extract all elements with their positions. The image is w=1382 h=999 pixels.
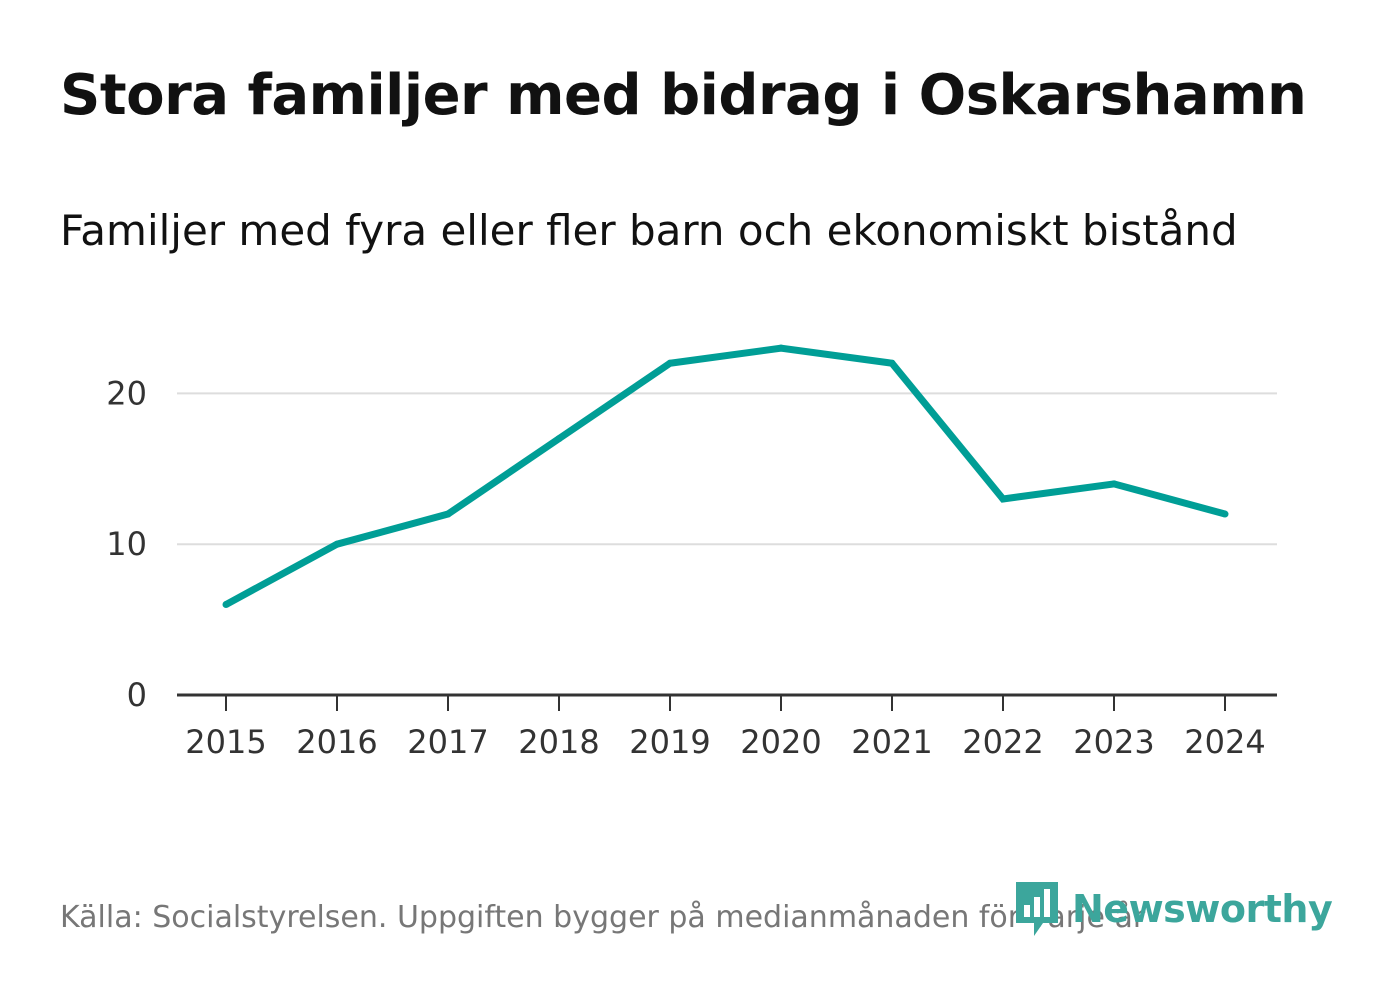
x-axis-ticks bbox=[225, 695, 1226, 711]
data-point-2018 bbox=[555, 435, 563, 443]
data-point-2020 bbox=[777, 344, 785, 352]
x-tick-label-2019: 2019 bbox=[629, 723, 710, 761]
data-point-2021 bbox=[888, 359, 896, 367]
x-tick-label-2017: 2017 bbox=[407, 723, 488, 761]
chart-title: Stora familjer med bidrag i Oskarshamn bbox=[60, 63, 1307, 128]
x-tick-label-2024: 2024 bbox=[1184, 723, 1265, 761]
chart-subtitle: Familjer med fyra eller fler barn och ek… bbox=[60, 206, 1238, 255]
series-line-0 bbox=[224, 344, 1226, 608]
data-point-2017 bbox=[444, 510, 452, 518]
y-tick-label-20: 20 bbox=[106, 374, 147, 412]
data-series bbox=[222, 344, 1229, 609]
x-tick-label-2023: 2023 bbox=[1073, 723, 1154, 761]
data-point-2024 bbox=[1221, 510, 1229, 518]
newsworthy-logo-icon bbox=[1016, 882, 1058, 936]
data-point-2022 bbox=[999, 495, 1007, 503]
source-note: Källa: Socialstyrelsen. Uppgiften bygger… bbox=[60, 900, 1146, 935]
data-point-2019 bbox=[666, 359, 674, 367]
x-tick-label-2021: 2021 bbox=[851, 723, 932, 761]
x-axis-tick-labels: 2015 2016 2017 2018 2019 2020 2021 2022 2023 2024 bbox=[185, 723, 1265, 761]
y-tick-label-0: 0 bbox=[127, 676, 147, 714]
newsworthy-brand-name: Newsworthy bbox=[1072, 887, 1333, 931]
y-axis-tick-labels: 0 10 20 bbox=[106, 374, 147, 714]
x-tick-label-2022: 2022 bbox=[962, 723, 1043, 761]
newsworthy-brand: Newsworthy bbox=[1012, 878, 1333, 940]
x-tick-label-2016: 2016 bbox=[296, 723, 377, 761]
gridlines bbox=[177, 392, 1277, 546]
data-point-2015 bbox=[222, 601, 230, 609]
y-tick-label-10: 10 bbox=[106, 525, 147, 563]
x-tick-label-2020: 2020 bbox=[740, 723, 821, 761]
data-point-2023 bbox=[1110, 480, 1118, 488]
x-tick-label-2018: 2018 bbox=[518, 723, 599, 761]
x-tick-label-2015: 2015 bbox=[185, 723, 266, 761]
data-point-2016 bbox=[333, 540, 341, 548]
